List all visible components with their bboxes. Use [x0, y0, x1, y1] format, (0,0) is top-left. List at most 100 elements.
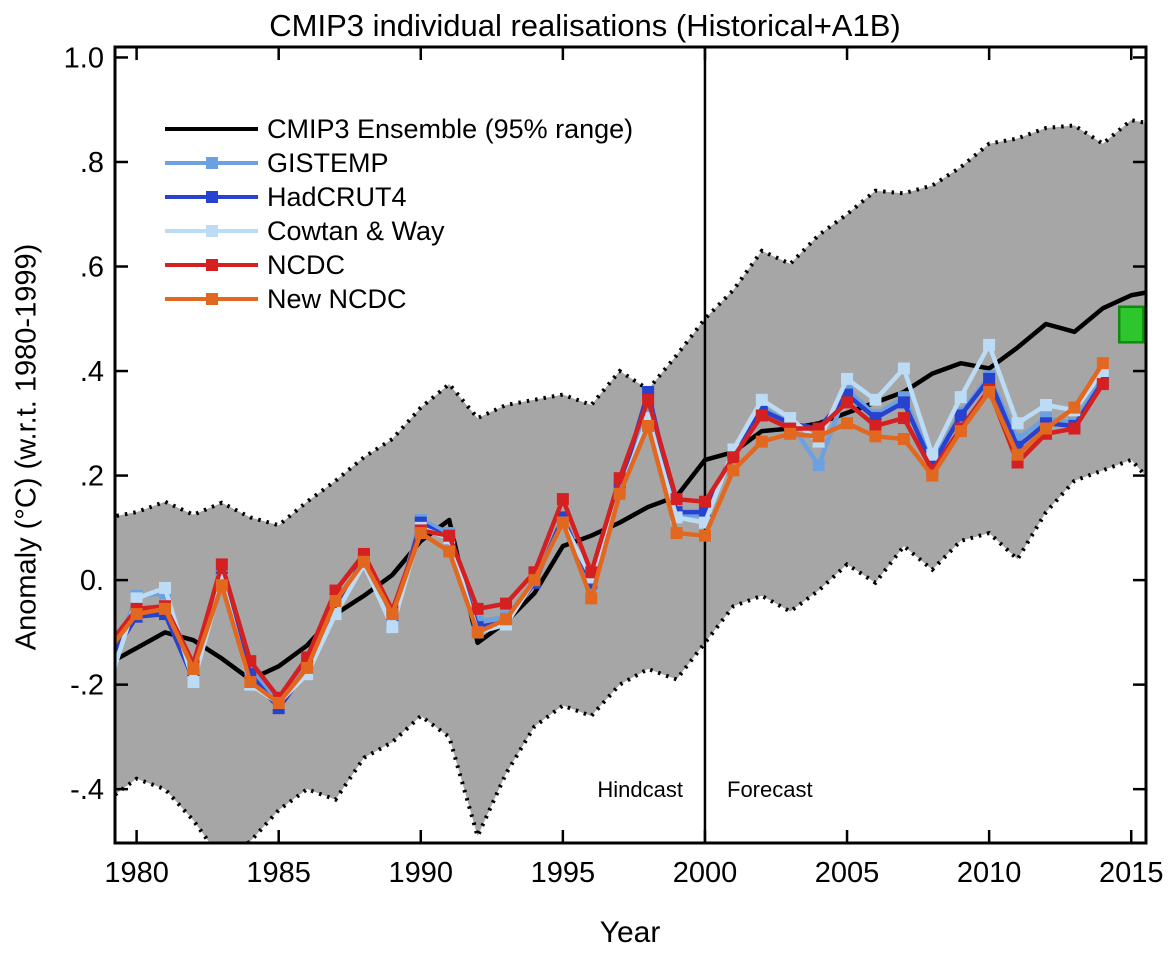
marker-ncdc: [897, 412, 910, 425]
legend-swatch-hadcrut4: [165, 180, 258, 214]
marker-ncdc: [869, 419, 882, 432]
marker-ncdc: [443, 529, 456, 542]
legend-swatch-ncdc: [165, 248, 258, 282]
marker-new-ncdc: [954, 425, 967, 438]
marker-hadcrut4: [897, 396, 910, 409]
marker-new-ncdc: [500, 613, 513, 626]
marker-new-ncdc: [926, 469, 939, 482]
legend-marker-cowtan-way: [206, 225, 218, 237]
marker-new-ncdc: [272, 696, 285, 709]
marker-new-ncdc: [585, 592, 598, 605]
ticks: [115, 47, 1146, 843]
x-tick-label: 1990: [389, 857, 454, 889]
series-new-ncdc: [115, 357, 1109, 709]
marker-cowtan-way: [784, 412, 797, 425]
x-tick-label: 1980: [104, 857, 169, 889]
marker-new-ncdc: [897, 432, 910, 445]
marker-cowtan-way: [159, 581, 172, 594]
marker-new-ncdc: [698, 529, 711, 542]
green-forecast-box: [1117, 305, 1145, 344]
legend-item-new-ncdc: New NCDC: [165, 282, 633, 316]
marker-new-ncdc: [130, 608, 143, 621]
band-lower-edge: [115, 457, 1146, 843]
legend-swatch-cowtan-way: [165, 214, 258, 248]
marker-new-ncdc: [528, 574, 541, 587]
x-tick-label: 1995: [531, 857, 596, 889]
x-tick-label: 2010: [957, 857, 1022, 889]
marker-cowtan-way: [187, 676, 200, 689]
marker-ncdc: [471, 602, 484, 615]
marker-ncdc: [585, 566, 598, 579]
marker-new-ncdc: [812, 430, 825, 443]
y-tick-label: -.4: [70, 774, 104, 806]
marker-new-ncdc: [443, 545, 456, 558]
marker-new-ncdc: [159, 602, 172, 615]
chart-title: CMIP3 individual realisations (Historica…: [269, 8, 901, 43]
marker-ncdc: [500, 597, 513, 610]
plot-region: [115, 47, 1146, 843]
marker-cowtan-way: [954, 391, 967, 404]
marker-ncdc: [1068, 422, 1081, 435]
marker-ncdc: [1096, 378, 1109, 391]
legend-swatch-cmip3-ensemble-95-range: [165, 112, 258, 146]
marker-new-ncdc: [727, 464, 740, 477]
plot-frame: [113, 45, 1148, 845]
marker-new-ncdc: [670, 527, 683, 540]
marker-cowtan-way: [926, 448, 939, 461]
marker-new-ncdc: [1096, 357, 1109, 370]
x-tick-label: 1985: [246, 857, 311, 889]
legend-item-hadcrut4: HadCRUT4: [165, 180, 633, 214]
y-axis-label: Anomaly (°C) (w.r.t. 1980-1999): [10, 243, 43, 651]
y-tick-label: .8: [80, 147, 104, 179]
legend-item-cowtan-way: Cowtan & Way: [165, 214, 633, 248]
marker-ncdc: [215, 558, 228, 571]
ensemble-mean-line: [115, 290, 1146, 682]
marker-new-ncdc: [556, 516, 569, 529]
legend-item-ncdc: NCDC: [165, 248, 633, 282]
x-tick-label: 2005: [815, 857, 880, 889]
marker-new-ncdc: [244, 676, 257, 689]
marker-new-ncdc: [187, 662, 200, 675]
marker-ncdc: [642, 393, 655, 406]
y-tick-label: .2: [80, 461, 104, 493]
marker-new-ncdc: [784, 427, 797, 440]
legend-label-new-ncdc: New NCDC: [267, 284, 407, 314]
legend-item-gistemp: GISTEMP: [165, 146, 633, 180]
marker-ncdc: [841, 396, 854, 409]
y-tick-label: 0.: [80, 565, 104, 597]
marker-new-ncdc: [1039, 422, 1052, 435]
marker-hadcrut4: [983, 372, 996, 385]
y-tick-label: .4: [80, 356, 104, 388]
marker-new-ncdc: [329, 595, 342, 608]
marker-new-ncdc: [1068, 401, 1081, 414]
marker-new-ncdc: [755, 435, 768, 448]
marker-cowtan-way: [841, 372, 854, 385]
marker-new-ncdc: [613, 487, 626, 500]
marker-new-ncdc: [357, 555, 370, 568]
marker-new-ncdc: [841, 417, 854, 430]
marker-new-ncdc: [414, 527, 427, 540]
marker-new-ncdc: [983, 385, 996, 398]
marker-ncdc: [755, 409, 768, 422]
marker-new-ncdc: [869, 430, 882, 443]
marker-new-ncdc: [642, 419, 655, 432]
legend-swatch-gistemp: [165, 146, 258, 180]
y-tick-label: .6: [80, 252, 104, 284]
marker-cowtan-way: [1039, 399, 1052, 412]
legend-label-hadcrut4: HadCRUT4: [267, 182, 407, 212]
series-line-ncdc: [115, 382, 1105, 700]
marker-cowtan-way: [386, 621, 399, 634]
marker-new-ncdc: [386, 608, 399, 621]
legend-marker-new-ncdc: [206, 293, 218, 305]
legend: CMIP3 Ensemble (95% range) GISTEMP HadCRUT…: [165, 112, 633, 316]
legend-marker-gistemp: [206, 157, 218, 169]
legend-swatch-new-ncdc: [165, 282, 258, 316]
legend-label-gistemp: GISTEMP: [267, 148, 389, 178]
y-tick-label: 1.0: [64, 42, 104, 74]
marker-gistemp: [812, 459, 825, 472]
legend-item-cmip3-ensemble-95-range: CMIP3 Ensemble (95% range): [165, 112, 633, 146]
forecast-annotation: Forecast: [727, 777, 813, 802]
x-tick-label: 2015: [1099, 857, 1164, 889]
legend-label-ncdc: NCDC: [267, 250, 345, 280]
